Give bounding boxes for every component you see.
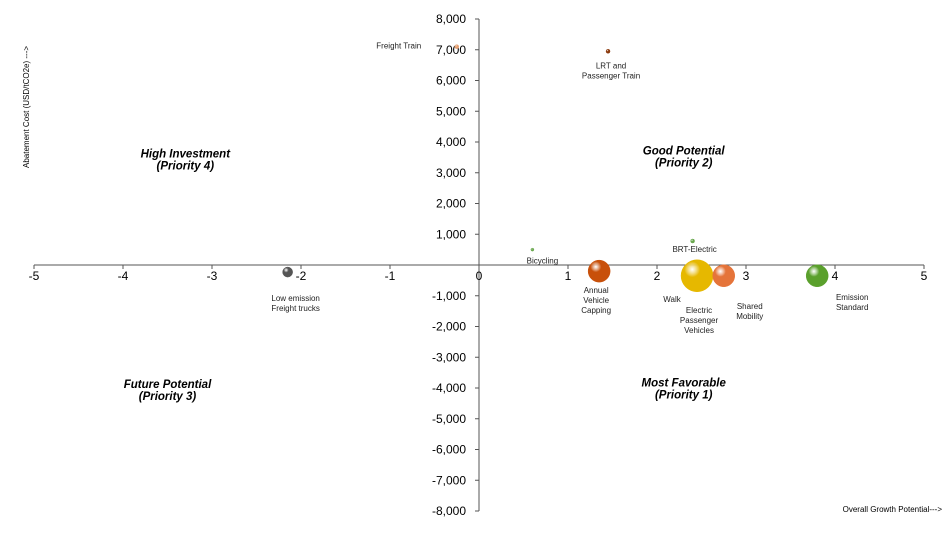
y-tick-label: 5,000 xyxy=(436,104,466,118)
quadrant-label: High Investment (Priority 4) xyxy=(141,148,232,172)
quadrant-label: Future Potential (Priority 3) xyxy=(124,379,212,403)
x-axis-label: Overall Growth Potential---> xyxy=(843,505,943,514)
point-labels: Freight Train LRT and Passenger Train Bicyc… xyxy=(271,42,868,335)
y-tick-label: -4,000 xyxy=(432,381,466,395)
bubble xyxy=(454,44,459,49)
y-tick-label: 3,000 xyxy=(436,166,466,180)
y-tick-label: -3,000 xyxy=(432,350,466,364)
bubble xyxy=(530,247,535,252)
x-tick-label: 2 xyxy=(654,269,661,283)
bubble xyxy=(805,264,829,288)
x-tick-label: 0 xyxy=(476,269,483,283)
point-label: Electric Passenger Vehicles xyxy=(680,306,719,335)
y-tick-label: 8,000 xyxy=(436,12,466,26)
point-label: Emission Standard xyxy=(836,293,868,312)
y-tick-label: -8,000 xyxy=(432,504,466,518)
x-tick-label: 4 xyxy=(832,269,839,283)
point-label: Freight Train xyxy=(376,42,421,51)
x-tick-label: 1 xyxy=(565,269,572,283)
y-tick-label: -5,000 xyxy=(432,412,466,426)
point-label: Shared Mobility xyxy=(736,302,763,321)
x-tick-label: -4 xyxy=(118,269,129,283)
y-tick-label: -1,000 xyxy=(432,289,466,303)
bubble xyxy=(690,238,695,244)
bubble xyxy=(282,266,293,278)
point-label: Annual Vehicle Capping xyxy=(581,286,611,315)
bubble xyxy=(680,259,714,293)
x-tick-label: -3 xyxy=(207,269,218,283)
x-tick-label: 5 xyxy=(921,269,928,283)
y-tick-label: -2,000 xyxy=(432,320,466,334)
y-tick-label: -6,000 xyxy=(432,443,466,457)
point-label: LRT and Passenger Train xyxy=(582,61,640,80)
quadrant-label: Good Potential (Priority 2) xyxy=(643,145,726,169)
bubble xyxy=(605,49,611,54)
y-tick-label: 6,000 xyxy=(436,74,466,88)
x-tick-label: -2 xyxy=(296,269,307,283)
y-tick-label: 4,000 xyxy=(436,135,466,149)
y-axis-label: Abatement Cost (USD/tCO2e) ---> xyxy=(22,46,31,168)
point-label: Low emission Freight trucks xyxy=(271,294,319,313)
quadrant-label: Most Favorable (Priority 1) xyxy=(642,377,727,401)
bubble xyxy=(587,259,611,283)
y-tick-label: 1,000 xyxy=(436,227,466,241)
x-tick-label: -5 xyxy=(29,269,40,283)
y-tick-label: -7,000 xyxy=(432,473,466,487)
axes: -5 -4 -3 -2 -1 0 1 2 3 4 5 8,000 7,000 6,000 5,000 4,00… xyxy=(29,12,928,518)
point-label: Bicycling xyxy=(527,257,559,266)
x-tick-label: -1 xyxy=(385,269,396,283)
bubble xyxy=(712,264,735,288)
x-tick-label: 3 xyxy=(743,269,750,283)
bubbles xyxy=(282,44,829,293)
y-tick-label: 7,000 xyxy=(436,43,466,57)
quadrant-labels: High Investment (Priority 4) Good Potentia… xyxy=(124,145,727,403)
point-label: BRT-Electric xyxy=(672,245,716,254)
point-label: Walk xyxy=(663,295,681,304)
y-tick-label: 2,000 xyxy=(436,197,466,211)
